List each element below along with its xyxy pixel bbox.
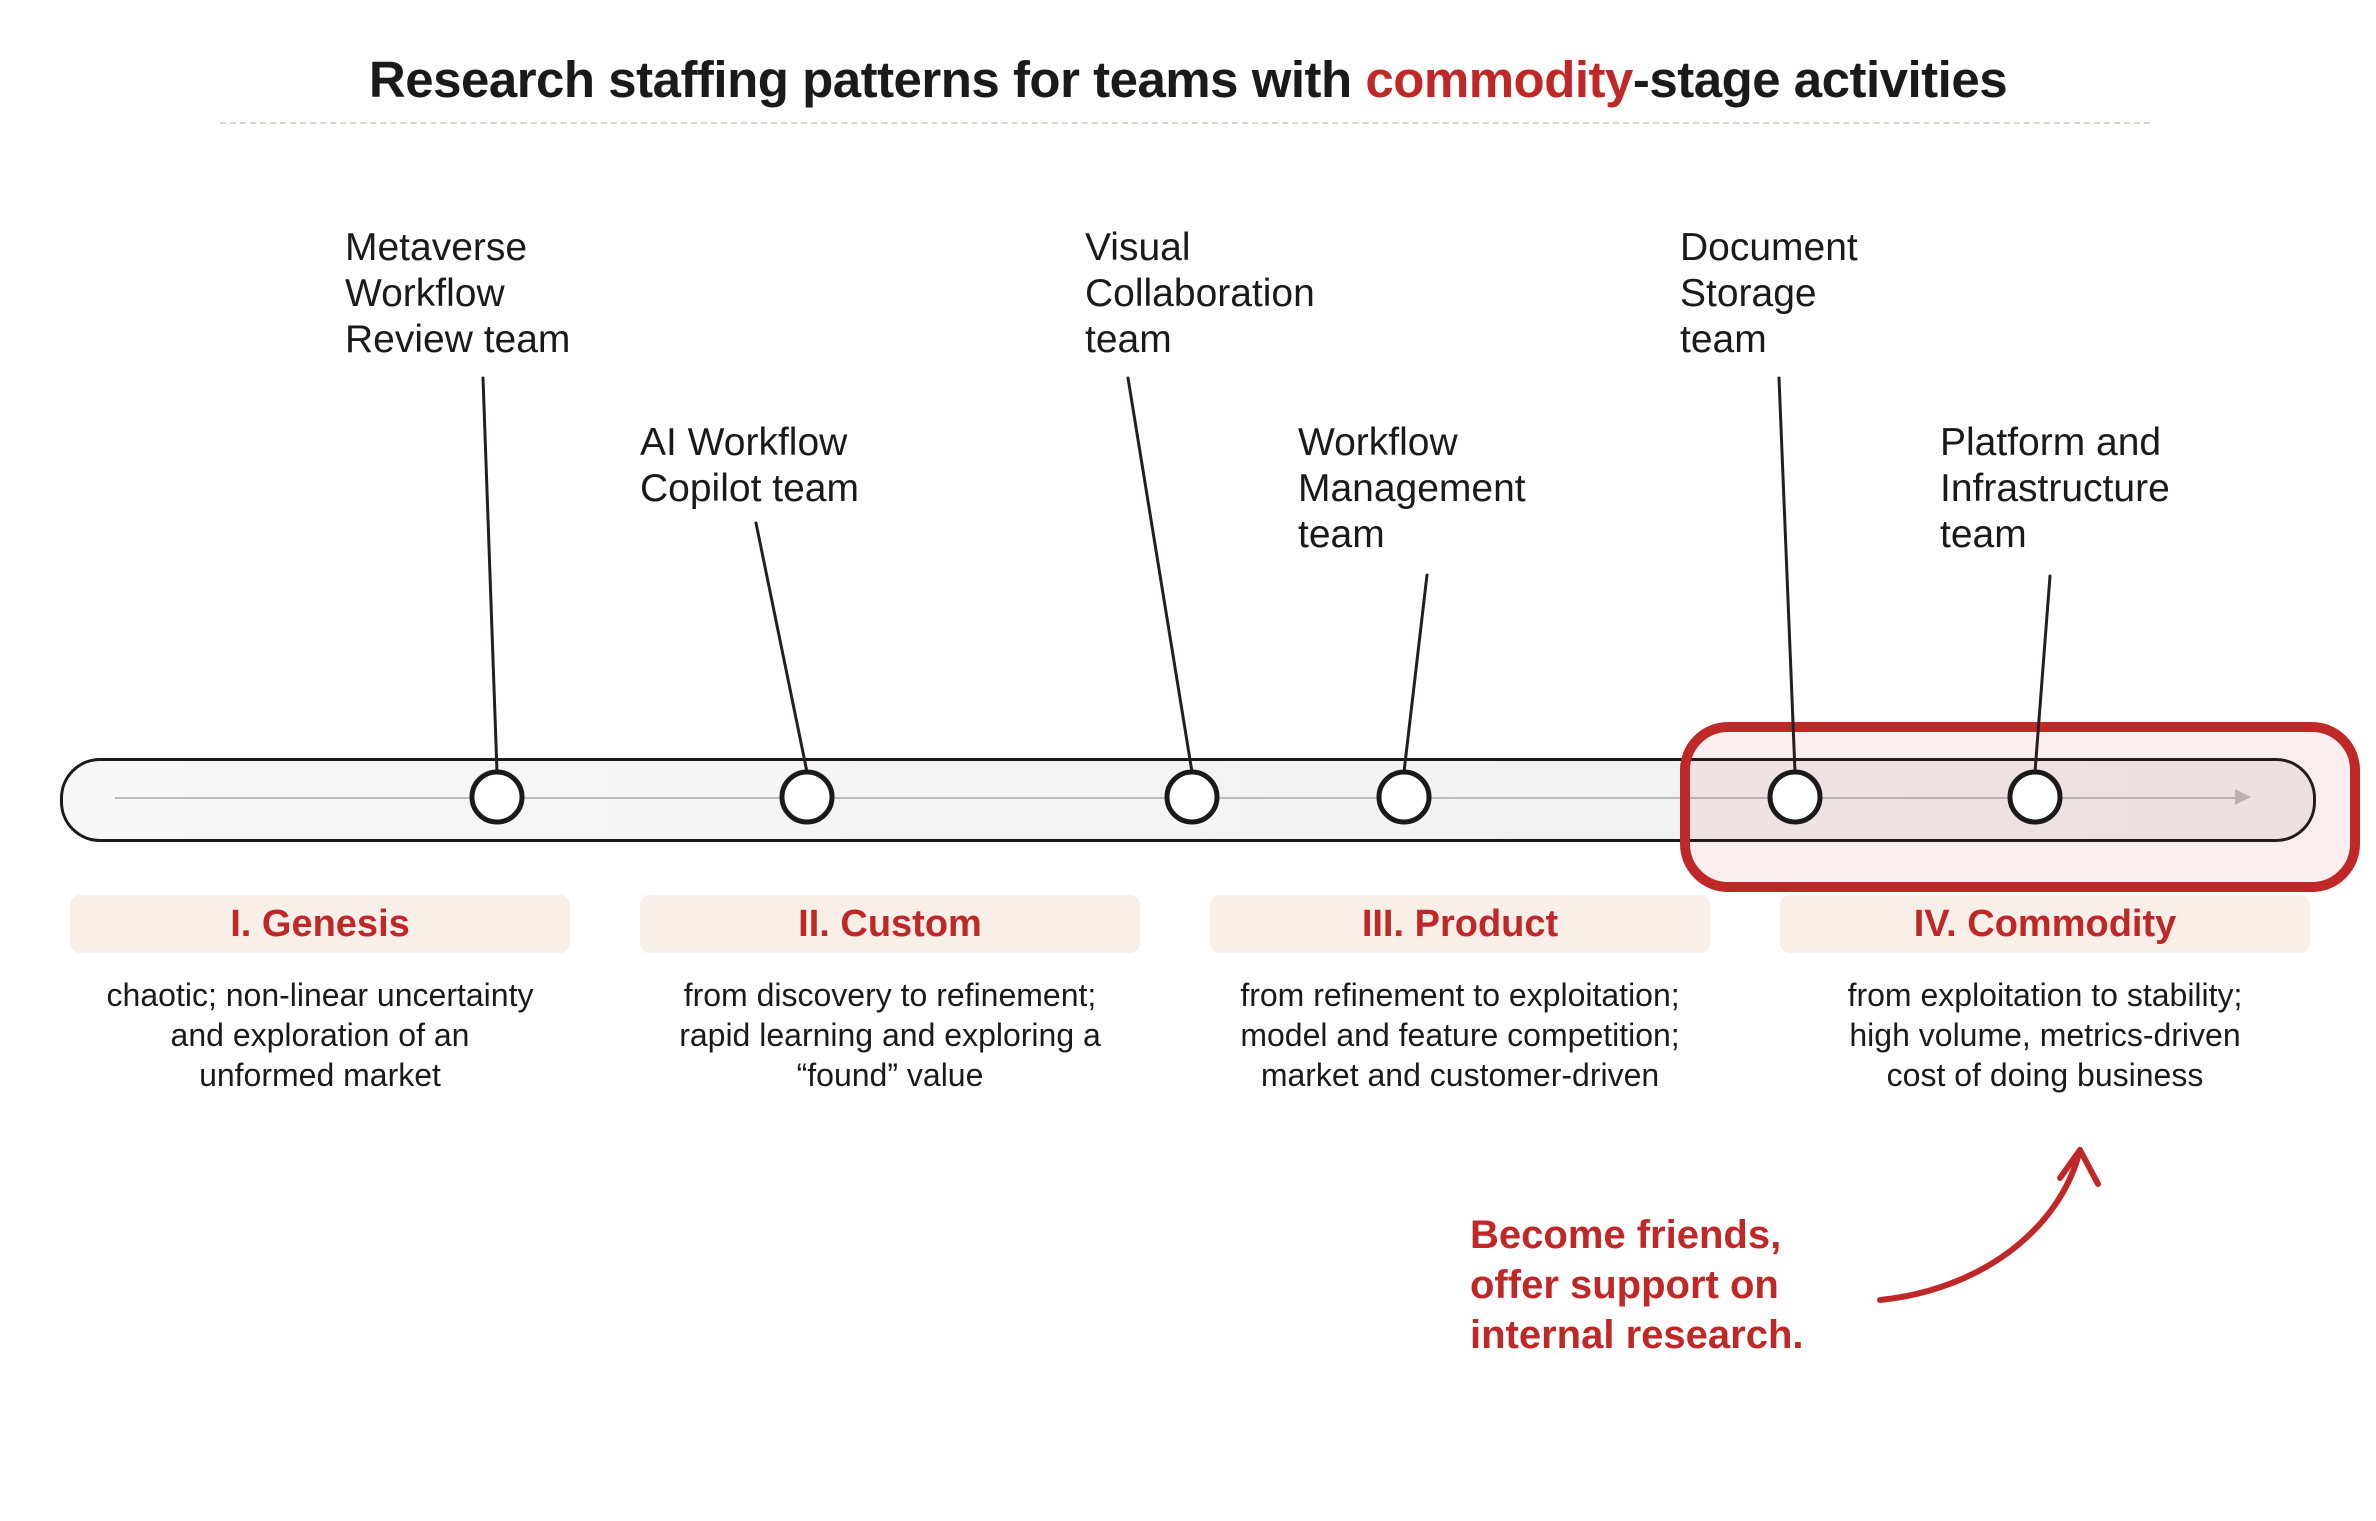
- stage-description: from discovery to refinement; rapid lear…: [620, 975, 1160, 1095]
- stage-pill: I. Genesis: [70, 895, 570, 953]
- stage-pill: II. Custom: [640, 895, 1140, 953]
- title-suffix: -stage activities: [1633, 51, 2007, 108]
- team-label: Platform and Infrastructure team: [1940, 420, 2170, 558]
- callout-text: Become friends, offer support on interna…: [1470, 1210, 1804, 1360]
- title-prefix: Research staffing patterns for teams wit…: [369, 51, 1365, 108]
- team-connector: [1128, 378, 1192, 772]
- team-connector: [1779, 378, 1795, 772]
- team-label: Workflow Management team: [1298, 420, 1526, 558]
- team-connector: [1404, 575, 1427, 772]
- title-accent: commodity: [1365, 51, 1633, 108]
- stage-pill: III. Product: [1210, 895, 1710, 953]
- stage-pill: IV. Commodity: [1780, 895, 2310, 953]
- commodity-highlight: [1680, 722, 2360, 892]
- page-title: Research staffing patterns for teams wit…: [0, 50, 2376, 109]
- team-label: Metaverse Workflow Review team: [345, 225, 570, 363]
- title-underline: [220, 122, 2150, 124]
- callout-arrow-head-icon: [2060, 1150, 2098, 1184]
- team-label: Visual Collaboration team: [1085, 225, 1315, 363]
- stage-description: chaotic; non-linear uncertainty and expl…: [50, 975, 590, 1095]
- team-connector: [483, 378, 497, 772]
- stage-description: from exploitation to stability; high vol…: [1770, 975, 2320, 1095]
- team-connector: [756, 523, 807, 772]
- diagram-root: Research staffing patterns for teams wit…: [0, 0, 2376, 1521]
- stage-description: from refinement to exploitation; model a…: [1180, 975, 1740, 1095]
- callout-arrow: [1880, 1150, 2080, 1300]
- team-label: AI Workflow Copilot team: [640, 420, 859, 512]
- team-label: Document Storage team: [1680, 225, 1858, 363]
